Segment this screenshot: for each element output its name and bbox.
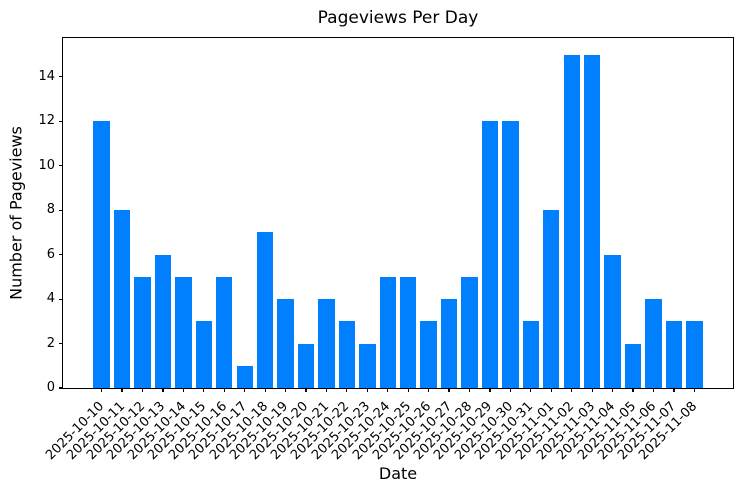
bar-2025-10-22 [338, 321, 356, 388]
y-axis-tick [59, 387, 63, 389]
x-axis-tick [550, 388, 552, 392]
bar-2025-10-31 [522, 321, 540, 388]
bar-2025-10-19 [277, 299, 294, 388]
x-axis-label: Date [378, 464, 418, 483]
x-axis-tick [325, 388, 328, 392]
bar-2025-10-27 [440, 299, 458, 388]
bar-2025-10-23 [359, 343, 376, 388]
y-axis-tick [59, 120, 63, 122]
y-axis-tick [59, 298, 63, 300]
bar-2025-10-18 [256, 232, 274, 388]
bar-2025-11-06 [645, 299, 662, 388]
bar-2025-11-08 [686, 321, 703, 388]
y-tick-label-0: 0 [46, 380, 55, 395]
y-axis-tick [59, 209, 63, 211]
bar-2025-10-28 [461, 276, 478, 388]
x-axis-tick [612, 388, 614, 392]
x-axis-tick [652, 388, 655, 392]
chart-title: Pageviews Per Day [317, 8, 479, 28]
bar-2025-10-16 [216, 276, 233, 388]
x-axis-tick [101, 388, 103, 392]
x-axis-tick [571, 388, 573, 392]
bar-2025-10-24 [379, 276, 396, 388]
y-axis-tick [59, 254, 63, 256]
x-axis-tick [468, 388, 471, 392]
x-axis-tick [673, 388, 675, 392]
x-axis-tick [162, 388, 164, 392]
x-axis-tick [489, 388, 491, 392]
x-axis-tick [203, 388, 205, 392]
x-axis-tick [121, 388, 123, 392]
y-tick-label-8: 8 [46, 202, 55, 218]
bar-2025-10-12 [134, 276, 151, 388]
y-tick-label-2: 2 [46, 335, 55, 351]
bar-2025-10-20 [297, 343, 315, 388]
bar-2025-11-01 [543, 210, 560, 388]
y-tick-label-10: 10 [38, 157, 55, 173]
x-axis-tick [693, 388, 695, 392]
bar-2025-10-21 [318, 299, 335, 388]
x-axis-tick [509, 388, 511, 392]
x-axis-tick [591, 388, 593, 392]
bar-2025-10-10 [93, 121, 110, 388]
x-axis-tick [346, 388, 348, 392]
y-axis-tick [59, 165, 63, 167]
bar-2025-10-29 [481, 121, 499, 388]
bar-2025-10-25 [400, 276, 417, 388]
bar-2025-10-17 [236, 365, 253, 388]
x-axis-tick [223, 388, 225, 392]
bar-2025-11-05 [624, 343, 642, 388]
x-axis-tick [182, 388, 184, 392]
bar-2025-10-26 [420, 321, 437, 388]
x-axis-tick [305, 388, 307, 392]
bar-2025-10-11 [113, 210, 131, 388]
x-axis-tick [284, 388, 287, 392]
bar-2025-10-30 [502, 121, 519, 388]
y-tick-label-14: 14 [38, 68, 55, 84]
bar-2025-11-02 [563, 54, 580, 388]
y-tick-label-6: 6 [46, 246, 55, 262]
x-axis-tick [387, 388, 389, 392]
x-axis-tick [141, 388, 144, 392]
y-axis-tick [59, 76, 63, 78]
y-axis-tick [59, 342, 63, 345]
x-axis-tick [366, 388, 368, 392]
x-axis-tick [428, 388, 430, 392]
x-axis-tick [448, 388, 450, 392]
y-tick-label-12: 12 [38, 113, 55, 129]
bar-2025-11-03 [583, 54, 601, 388]
bar-2025-10-13 [154, 254, 172, 388]
x-axis-tick [264, 388, 266, 392]
bar-2025-11-04 [604, 254, 621, 388]
x-axis-tick [632, 388, 634, 392]
y-tick-label-4: 4 [46, 291, 55, 307]
x-axis-tick [244, 388, 246, 392]
bar-2025-11-07 [665, 321, 683, 388]
x-axis-tick [407, 388, 409, 392]
bar-2025-10-14 [175, 276, 192, 388]
x-axis-tick [530, 388, 532, 392]
bar-2025-10-15 [195, 321, 212, 388]
